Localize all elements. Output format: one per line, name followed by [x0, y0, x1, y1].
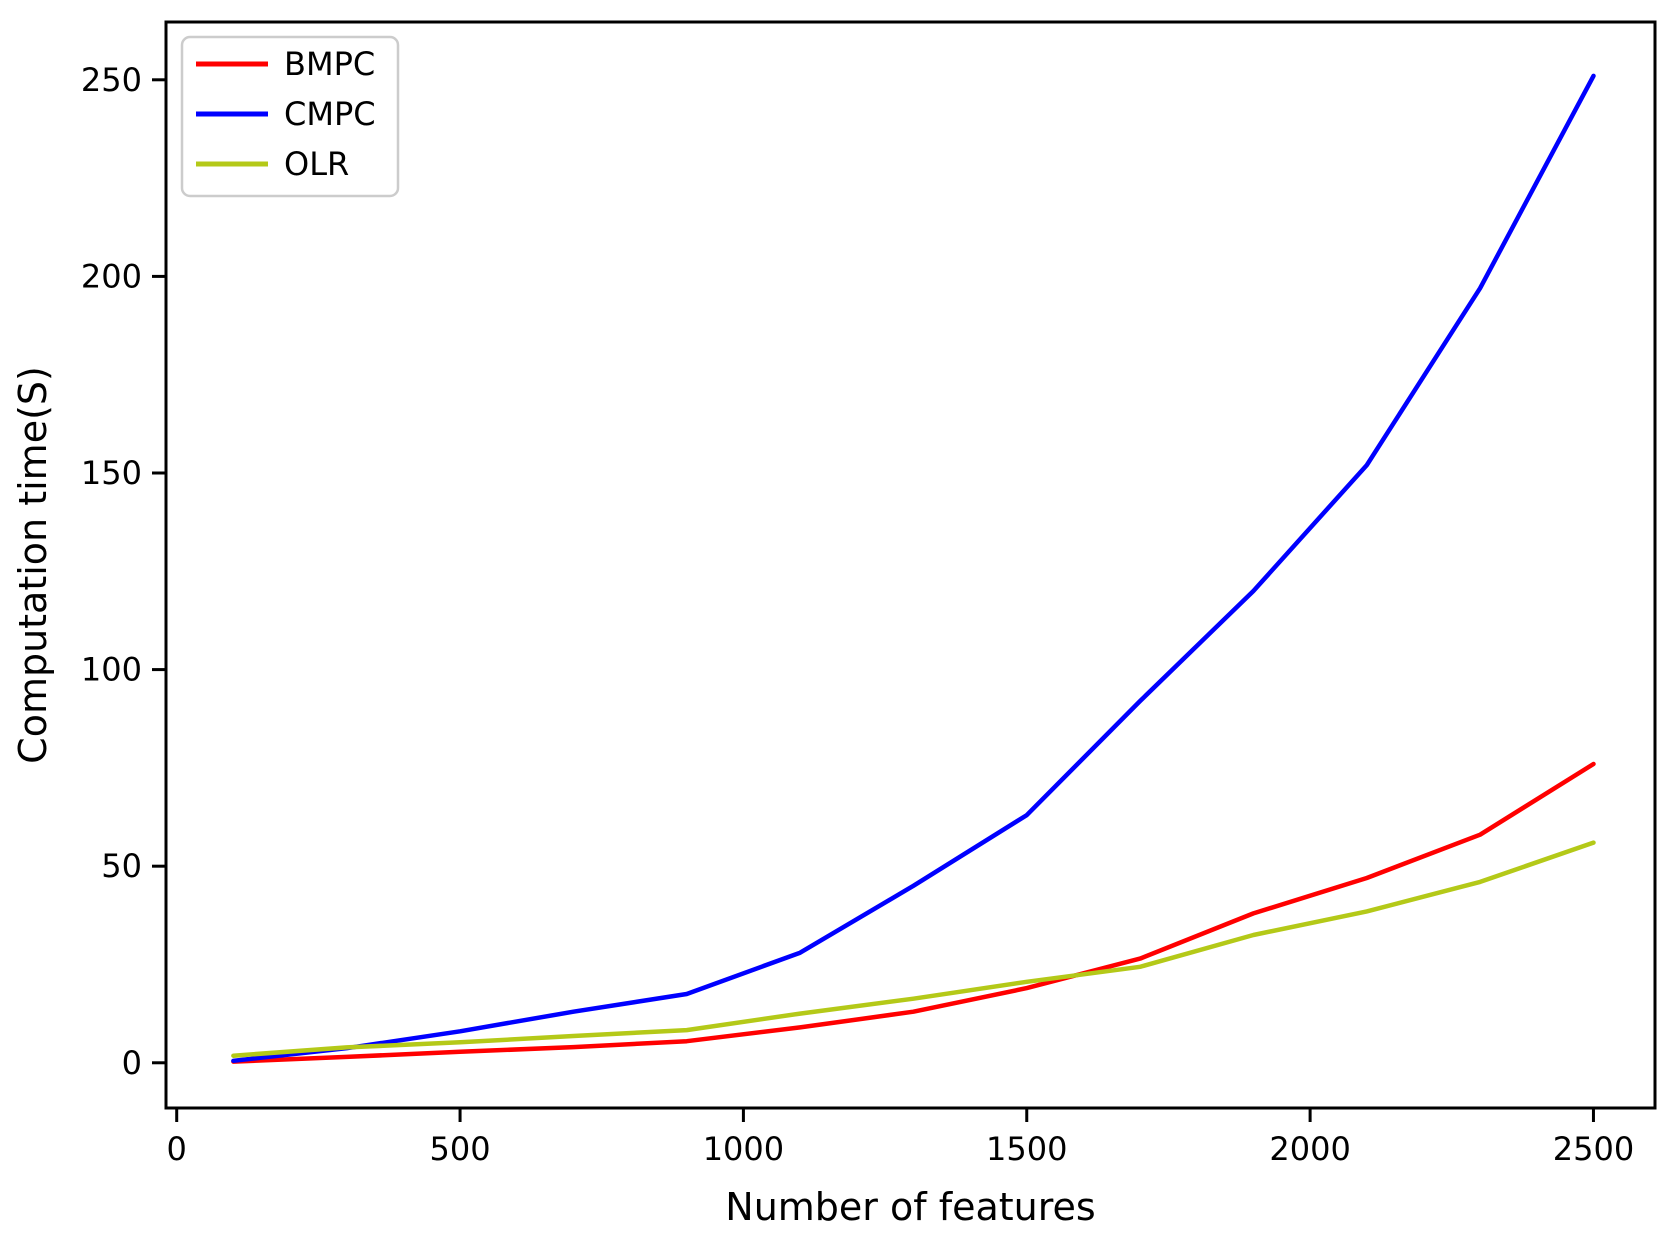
legend-label-olr: OLR: [284, 145, 349, 183]
x-tick-label: 2000: [1269, 1130, 1350, 1168]
y-tick-label: 150: [81, 454, 142, 492]
series-line-olr: [231, 840, 1596, 1058]
axes-spines: [164, 20, 1657, 1110]
y-tick-label: 250: [81, 61, 142, 99]
x-tick-label: 2500: [1553, 1130, 1634, 1168]
y-tick-label: 0: [122, 1044, 142, 1082]
series-line-cmpc: [231, 73, 1596, 1064]
x-tick-label: 1500: [986, 1130, 1067, 1168]
y-tick-label: 50: [101, 847, 142, 885]
x-tick-label: 0: [167, 1130, 187, 1168]
x-axis-label: Number of features: [725, 1185, 1095, 1229]
y-axis-label: Computation time(S): [11, 366, 55, 764]
legend-label-cmpc: CMPC: [284, 95, 376, 133]
legend-box: [180, 35, 400, 198]
x-tick-label: 500: [430, 1130, 491, 1168]
x-tick-label: 1000: [703, 1130, 784, 1168]
series-line-bmpc: [231, 761, 1596, 1064]
legend-label-bmpc: BMPC: [284, 45, 375, 83]
y-tick-label: 200: [81, 257, 142, 295]
y-tick-label: 100: [81, 651, 142, 689]
